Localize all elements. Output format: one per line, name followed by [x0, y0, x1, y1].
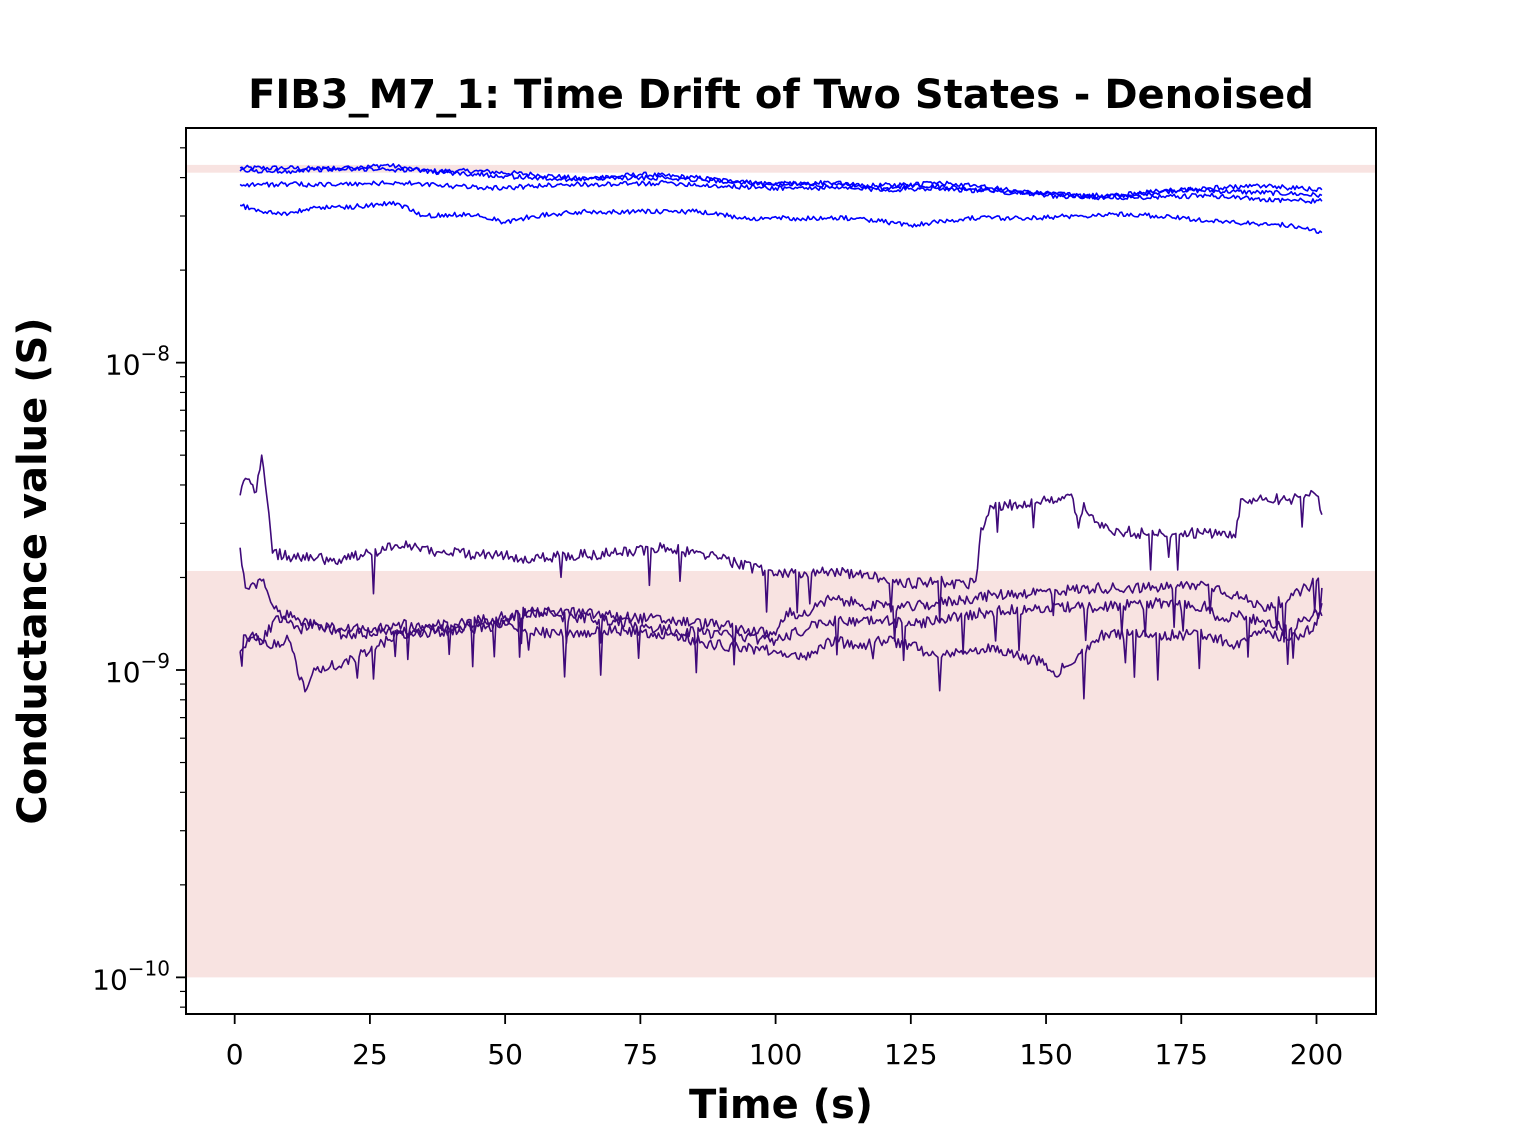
plot-frame — [185, 127, 1377, 1015]
series-group — [239, 163, 1323, 700]
x-tick-label: 125 — [884, 1038, 937, 1071]
x-axis-label: Time (s) — [689, 1082, 873, 1128]
x-tick-label: 50 — [487, 1038, 523, 1071]
x-tick-label: 150 — [1019, 1038, 1072, 1071]
series-line-7 — [239, 603, 1323, 700]
y-tick-label: 10−9 — [105, 649, 170, 689]
x-tick-label: 100 — [749, 1038, 802, 1071]
chart-title: FIB3_M7_1: Time Drift of Two States - De… — [248, 72, 1314, 118]
x-tick-label: 175 — [1155, 1038, 1208, 1071]
axis-ticks: 0 25 50 75 100 125 150 175 200 10−10 10−9 10−8 — [92, 147, 1343, 1071]
x-tick-label: 25 — [352, 1038, 388, 1071]
series-line-6 — [239, 547, 1323, 668]
y-axis-label: Conductance value (S) — [10, 317, 56, 824]
x-tick-label: 200 — [1290, 1038, 1343, 1071]
series-line-5 — [239, 454, 1323, 622]
y-tick-label: 10−10 — [92, 956, 170, 996]
series-line-8 — [239, 597, 1323, 674]
series-line-4 — [239, 200, 1323, 234]
series-line-3 — [239, 179, 1323, 205]
x-tick-label: 0 — [226, 1038, 244, 1071]
series-line-2 — [239, 165, 1323, 201]
y-tick-label: 10−8 — [105, 342, 170, 382]
state-band-1 — [187, 164, 1375, 173]
x-tick-label: 75 — [623, 1038, 659, 1071]
